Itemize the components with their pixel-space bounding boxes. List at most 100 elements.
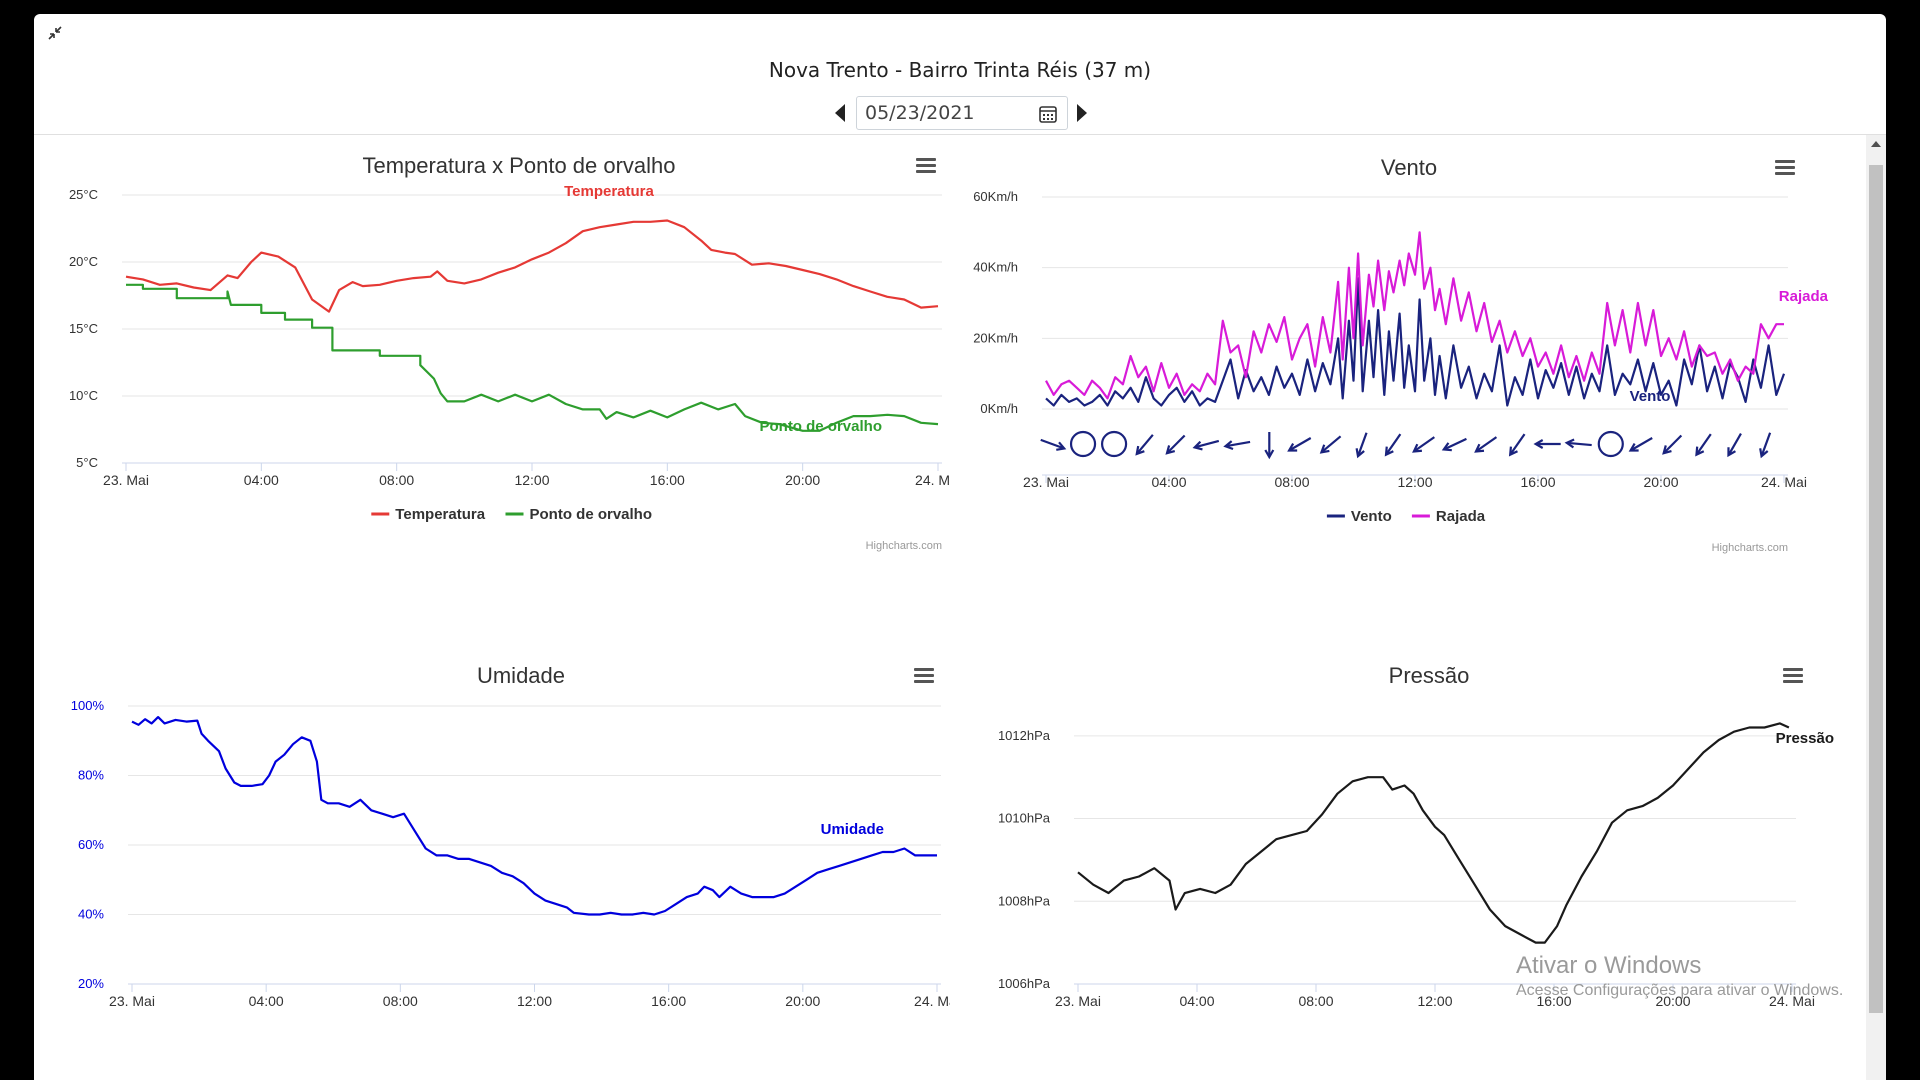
- vertical-scrollbar[interactable]: [1866, 135, 1886, 1080]
- wind-direction-arrow-icon: [1474, 436, 1498, 453]
- y-tick-label: 1006hPa: [998, 976, 1051, 991]
- y-tick-label: 80%: [78, 768, 104, 783]
- series-label: Rajada: [1779, 288, 1829, 305]
- wind-direction-arrow-icon: [1508, 433, 1526, 457]
- triangle-right-icon[interactable]: [1077, 104, 1087, 122]
- x-tick-label: 12:00: [1397, 474, 1432, 490]
- wind-direction-arrow-icon: [1319, 435, 1342, 454]
- calm-wind-marker: [1100, 430, 1128, 458]
- wind-direction-arrow-icon: [1040, 438, 1067, 451]
- x-tick-label: 24. Mai: [915, 472, 950, 488]
- x-tick-label: 20:00: [1643, 474, 1678, 490]
- series-line-vento: [1045, 277, 1786, 407]
- humidity-chart: Umidade 20% 40% 60% 80% 100% 23. Mai 04:00 08:00…: [71, 663, 950, 1009]
- date-input[interactable]: [856, 96, 1068, 130]
- series-line-ponto-de-orvalho: [126, 283, 939, 432]
- x-tick-label: 08:00: [1298, 993, 1333, 1009]
- wind-direction-arrow-icon: [1727, 433, 1742, 458]
- hamburger-menu-icon[interactable]: [1775, 160, 1795, 175]
- legend-label: Ponto de orvalho: [530, 506, 653, 523]
- y-tick-label: 1012hPa: [998, 728, 1051, 743]
- x-tick-label: 08:00: [383, 993, 418, 1009]
- x-tick-label: 20:00: [785, 993, 820, 1009]
- collapse-arrows-icon[interactable]: [46, 24, 64, 42]
- x-tick-label: 23. Mai: [1023, 474, 1069, 490]
- wind-chart: Vento 0Km/h 20Km/h 40Km/h 60Km/h 23. Mai 04:00…: [973, 155, 1829, 554]
- y-tick-label: 0Km/h: [980, 401, 1018, 416]
- legend-item[interactable]: Temperatura: [371, 506, 486, 523]
- x-tick-label: 16:00: [1520, 474, 1555, 490]
- highcharts-credits[interactable]: Highcharts.com: [866, 540, 942, 552]
- wind-direction-arrow-icon: [1533, 439, 1561, 449]
- chart-title: Temperatura x Ponto de orvalho: [362, 153, 675, 178]
- series-label: Umidade: [821, 821, 884, 838]
- wind-direction-arrow-icon: [1287, 437, 1312, 452]
- scroll-up-arrow-icon[interactable]: [1871, 141, 1881, 147]
- triangle-left-icon[interactable]: [835, 104, 845, 122]
- wind-direction-arrow-icon: [1384, 433, 1402, 457]
- app-window: Nova Trento - Bairro Trinta Réis (37 m) …: [34, 14, 1886, 1080]
- x-tick-label: 23. Mai: [1055, 993, 1101, 1009]
- y-tick-label: 20Km/h: [973, 330, 1018, 345]
- x-tick-label: 08:00: [379, 472, 414, 488]
- wind-direction-arrow-icon: [1564, 438, 1592, 449]
- x-tick-label: 24. Mai: [914, 993, 950, 1009]
- highcharts-credits[interactable]: Highcharts.com: [1712, 542, 1788, 554]
- series-line-pressão: [1077, 722, 1790, 944]
- x-tick-label: 12:00: [514, 472, 549, 488]
- series-line-temperatura: [125, 219, 939, 313]
- series-label: Ponto de orvalho: [759, 418, 882, 435]
- wind-direction-arrow-icon: [1662, 434, 1683, 455]
- calm-wind-marker: [1069, 430, 1097, 458]
- y-tick-label: 40%: [78, 907, 104, 922]
- x-tick-label: 08:00: [1274, 474, 1309, 490]
- x-tick-label: 04:00: [1179, 993, 1214, 1009]
- wind-direction-arrow-icon: [1759, 432, 1772, 459]
- y-tick-label: 1008hPa: [998, 893, 1051, 908]
- hamburger-menu-icon[interactable]: [914, 668, 934, 683]
- y-tick-label: 20%: [78, 976, 104, 991]
- legend-item[interactable]: Rajada: [1411, 508, 1486, 525]
- legend-label: Rajada: [1436, 508, 1486, 525]
- header-divider: [34, 134, 1886, 135]
- y-tick-label: 60Km/h: [973, 189, 1018, 204]
- legend-item[interactable]: Vento: [1326, 508, 1392, 525]
- hamburger-menu-icon[interactable]: [916, 158, 936, 173]
- legend-label: Temperatura: [395, 506, 485, 523]
- wind-direction-arrow-icon: [1412, 436, 1435, 453]
- chart-title: Umidade: [477, 663, 565, 688]
- y-tick-label: 60%: [78, 837, 104, 852]
- x-tick-label: 24. Mai: [1769, 993, 1815, 1009]
- wind-direction-arrow-icon: [1165, 434, 1186, 455]
- date-navigation: [34, 94, 1886, 130]
- scrollbar-thumb[interactable]: [1869, 165, 1883, 1013]
- x-tick-label: 23. Mai: [109, 993, 155, 1009]
- chart-title: Vento: [1381, 155, 1437, 180]
- series-line-rajada: [1045, 231, 1784, 400]
- wind-direction-arrow-icon: [1223, 440, 1251, 451]
- series-label: Pressão: [1776, 730, 1834, 747]
- y-tick-label: 1010hPa: [998, 811, 1051, 826]
- wind-direction-arrow-icon: [1135, 434, 1154, 456]
- station-title: Nova Trento - Bairro Trinta Réis (37 m): [768, 58, 1152, 82]
- x-tick-label: 16:00: [651, 993, 686, 1009]
- wind-direction-arrow-icon: [1264, 432, 1275, 460]
- legend-item[interactable]: Ponto de orvalho: [505, 506, 653, 523]
- x-tick-label: 12:00: [517, 993, 552, 1009]
- hamburger-menu-icon[interactable]: [1783, 668, 1803, 683]
- wind-direction-arrow-icon: [1192, 439, 1220, 451]
- y-tick-label: 20°C: [69, 254, 98, 269]
- y-tick-label: 40Km/h: [973, 260, 1018, 275]
- series-label: Vento: [1630, 388, 1671, 405]
- y-tick-label: 100%: [71, 698, 105, 713]
- wind-direction-arrow-icon: [1628, 437, 1653, 452]
- x-tick-label: 04:00: [249, 993, 284, 1009]
- x-tick-label: 20:00: [785, 472, 820, 488]
- chart-title: Pressão: [1389, 663, 1470, 688]
- x-tick-label: 04:00: [244, 472, 279, 488]
- x-tick-label: 16:00: [650, 472, 685, 488]
- calendar-icon[interactable]: [1038, 104, 1058, 124]
- pressure-chart: Pressão 1006hPa 1008hPa 1010hPa 1012hPa 23. M…: [998, 663, 1834, 1009]
- series-line-umidade: [131, 716, 937, 916]
- y-tick-label: 10°C: [69, 388, 98, 403]
